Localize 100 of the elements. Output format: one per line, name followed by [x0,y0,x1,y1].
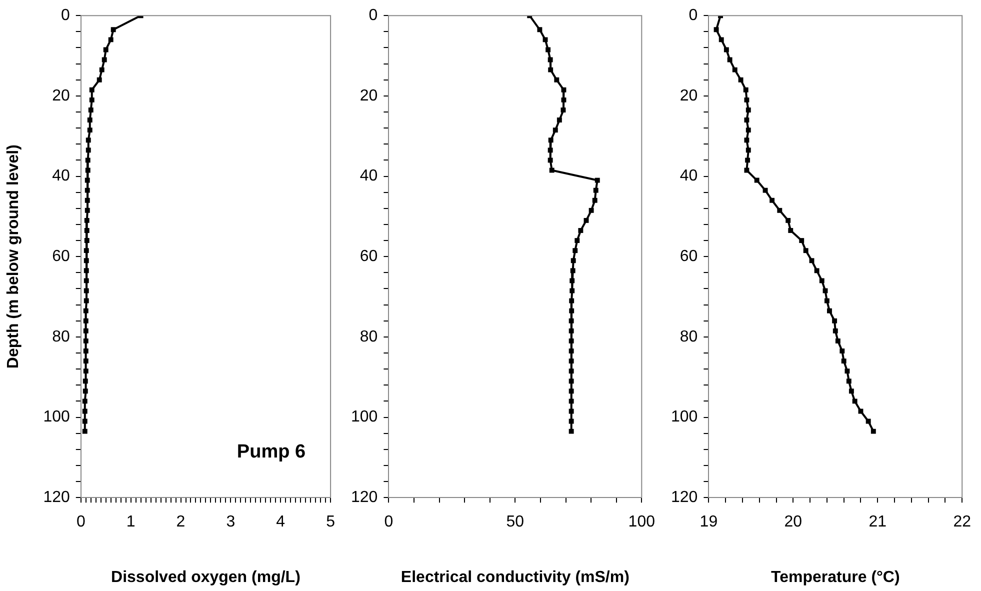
point [743,87,748,92]
point [714,27,719,32]
point [568,328,574,334]
annotation: Pump 6 [236,442,306,463]
point [724,47,729,52]
point [83,348,88,354]
point [84,288,89,294]
point [84,178,90,183]
point [83,308,88,314]
point [108,37,114,42]
x-tick-label: 100 [628,514,656,531]
point [841,358,846,364]
point [846,378,852,384]
point [82,378,88,384]
point [84,208,90,213]
point [570,268,576,274]
x-tick-label: 0 [384,514,394,531]
point [746,128,751,133]
point [82,388,88,394]
point [788,228,794,233]
point [570,278,575,284]
point [570,258,576,264]
y-tick-label: 20 [52,87,70,104]
point [578,228,584,233]
point [840,348,845,354]
y-tick-label: 80 [360,328,378,346]
point [835,338,840,344]
y-tick-label: 60 [680,248,698,266]
point [770,198,775,203]
point [560,108,566,112]
y-tick-label: 0 [688,7,698,24]
point [569,298,574,304]
point [552,128,558,133]
x-tick-label: 1 [126,514,136,531]
point [568,368,574,374]
y-tick-label: 120 [350,489,378,506]
point [844,368,850,374]
y-tick-label: 60 [52,248,70,266]
point [809,258,814,264]
point [554,77,560,82]
point [82,408,88,414]
y-tick-label: 60 [360,248,378,266]
point [89,97,94,102]
point [83,318,88,324]
point [777,208,782,213]
y-tick-label: 100 [670,408,698,426]
point [96,77,102,82]
point [568,358,574,364]
point [824,298,830,304]
point [82,398,88,404]
point [546,47,551,52]
point [84,258,89,264]
point [84,248,89,254]
x-axis-title: Temperature (°C) [771,568,900,586]
point [746,108,751,112]
point [718,37,724,42]
x-tick-label: 2 [176,514,186,531]
point [745,158,750,163]
y-tick-label: 100 [43,408,70,426]
y-tick-label: 20 [680,87,698,104]
point [570,288,575,294]
y-tick-label: 40 [680,168,698,185]
point [744,138,750,143]
point [584,218,589,223]
point [86,148,91,153]
point [827,308,832,314]
x-tick-label: 22 [953,514,972,531]
point [85,168,90,173]
point [568,388,574,394]
point [746,148,751,153]
point [87,128,92,133]
point [87,118,92,123]
point [85,158,90,163]
y-tick-label: 80 [680,328,698,346]
x-axis-title: Dissolved oxygen (mg/L) [111,568,300,586]
x-tick-label: 19 [700,514,718,531]
point [110,27,116,32]
point [89,87,94,92]
point [548,57,553,62]
x-tick-label: 3 [226,514,236,531]
point [588,208,594,213]
x-axis-title: Electrical conductivity (mS/m) [400,568,630,586]
point [762,188,768,193]
y-tick-label: 40 [52,168,70,185]
point [82,418,88,424]
point [82,428,88,434]
point [84,218,90,223]
point [727,57,732,62]
x-tick-label: 20 [784,514,802,531]
y-tick-label: 120 [43,489,70,506]
point [594,178,600,183]
point [593,188,598,193]
x-tick-label: 5 [326,514,336,531]
point [568,408,574,414]
point [574,238,580,244]
x-tick-label: 0 [76,514,86,531]
point [99,67,104,72]
point [744,118,750,123]
y-tick-label: 0 [368,7,378,24]
point [83,368,88,374]
